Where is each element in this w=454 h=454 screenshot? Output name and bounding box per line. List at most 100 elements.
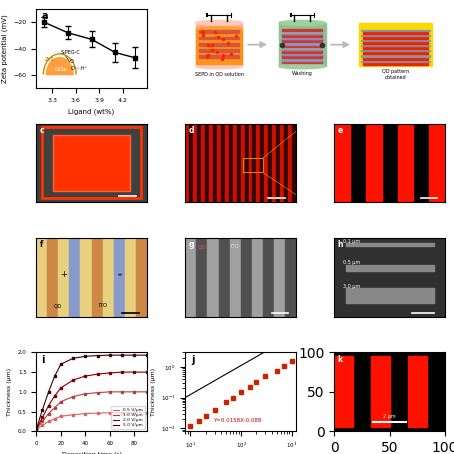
5.0 V/μm: [95, 353, 100, 358]
Bar: [241, 123, 245, 202]
Bar: [361, 45, 430, 46]
Text: SEPD in QD solution: SEPD in QD solution: [195, 71, 244, 76]
Bar: [53, 135, 130, 191]
Bar: [103, 238, 114, 317]
5.0 V/μm: [70, 355, 76, 361]
Text: QD: QD: [54, 303, 63, 308]
Bar: [213, 123, 217, 202]
Bar: [276, 123, 280, 202]
Text: -: -: [117, 269, 121, 279]
Bar: [36, 238, 47, 317]
Y-axis label: Thickness (μm): Thickness (μm): [151, 368, 156, 416]
Text: i: i: [41, 355, 44, 365]
Bar: [230, 238, 241, 317]
Bar: [268, 123, 272, 202]
Bar: [125, 238, 136, 317]
2.0 V/μm: [95, 371, 100, 377]
5.0 V/μm: [58, 361, 64, 367]
Bar: [282, 33, 322, 34]
Bar: [363, 36, 428, 39]
Bar: [185, 123, 189, 202]
Text: 2 μm: 2 μm: [383, 414, 396, 419]
Line: 1.0 V/μm: 1.0 V/μm: [36, 392, 147, 429]
Bar: [282, 59, 322, 61]
0.5 V/μm: [132, 410, 137, 415]
Text: k: k: [338, 355, 343, 364]
1.0 V/μm: [46, 411, 51, 416]
2.0 V/μm: [46, 403, 51, 409]
Text: 0.1 μm: 0.1 μm: [343, 239, 360, 244]
0.5 V/μm: [58, 414, 64, 419]
Bar: [361, 35, 430, 36]
5.0 V/μm: [52, 373, 58, 379]
1.0 V/μm: [83, 391, 88, 396]
Y-axis label: Zeta potential (mV): Zeta potential (mV): [1, 14, 8, 83]
1.0 V/μm: [107, 389, 113, 395]
Ellipse shape: [279, 20, 326, 25]
Bar: [185, 238, 197, 317]
Y-axis label: Thickness (μm): Thickness (μm): [7, 368, 12, 416]
X-axis label: Deposition time (s): Deposition time (s): [62, 452, 122, 454]
1.0 V/μm: [70, 394, 76, 400]
Bar: [197, 123, 201, 202]
Bar: [257, 123, 260, 202]
Bar: [218, 238, 230, 317]
Bar: [80, 238, 92, 317]
Bar: [408, 356, 426, 427]
Text: h: h: [338, 240, 343, 249]
Bar: [209, 123, 213, 202]
Bar: [193, 123, 197, 202]
Bar: [114, 238, 125, 317]
Bar: [47, 238, 59, 317]
0.5 V/μm: [70, 412, 76, 417]
Bar: [284, 123, 288, 202]
0.5 V/μm: [46, 419, 51, 424]
FancyArrowPatch shape: [331, 42, 349, 47]
2.0 V/μm: [34, 427, 39, 432]
0.5 V/μm: [83, 411, 88, 416]
Bar: [282, 55, 322, 58]
Bar: [363, 31, 428, 34]
Ellipse shape: [196, 64, 242, 69]
Bar: [248, 123, 252, 202]
Bar: [243, 158, 263, 173]
Text: g: g: [189, 240, 194, 249]
Legend: 0.5 V/μm, 1.0 V/μm, 2.0 V/μm, 5.0 V/μm: 0.5 V/μm, 1.0 V/μm, 2.0 V/μm, 5.0 V/μm: [111, 406, 144, 429]
Text: 0.5 μm: 0.5 μm: [343, 260, 360, 265]
0.5 V/μm: [40, 423, 45, 428]
Bar: [361, 60, 430, 62]
Bar: [69, 238, 80, 317]
1.0 V/μm: [132, 389, 137, 395]
Ellipse shape: [279, 64, 326, 69]
2.0 V/μm: [83, 373, 88, 379]
1.0 V/μm: [58, 399, 64, 405]
FancyArrowPatch shape: [248, 42, 266, 47]
2.0 V/μm: [132, 370, 137, 375]
1.0 V/μm: [40, 419, 45, 424]
Bar: [263, 238, 274, 317]
Bar: [245, 123, 248, 202]
1.0 V/μm: [119, 389, 125, 395]
Bar: [233, 123, 237, 202]
Bar: [363, 51, 428, 54]
Bar: [136, 238, 147, 317]
Bar: [359, 23, 432, 66]
Bar: [292, 123, 296, 202]
Bar: [282, 34, 322, 37]
5.0 V/μm: [34, 427, 39, 432]
5.0 V/μm: [132, 352, 137, 358]
Bar: [371, 356, 390, 427]
Bar: [199, 43, 239, 46]
Ellipse shape: [196, 27, 242, 31]
Text: Y=0.0158X-0.088: Y=0.0158X-0.088: [213, 418, 262, 423]
Bar: [282, 38, 322, 39]
Bar: [363, 57, 428, 59]
Bar: [252, 238, 263, 317]
Bar: [264, 123, 268, 202]
Bar: [189, 123, 193, 202]
Text: j: j: [191, 355, 194, 365]
Bar: [335, 123, 350, 202]
Bar: [282, 50, 322, 53]
Bar: [285, 238, 296, 317]
0.5 V/μm: [144, 410, 149, 415]
